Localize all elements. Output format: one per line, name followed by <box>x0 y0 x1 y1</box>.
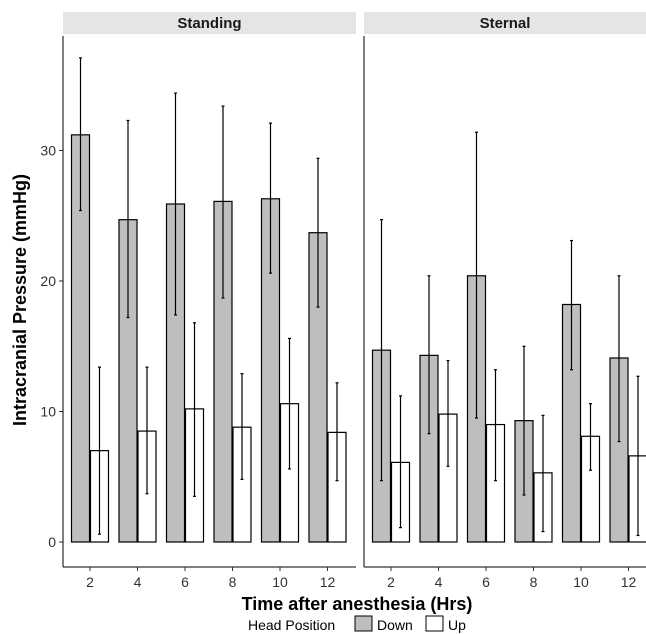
legend-swatch-up <box>425 615 444 632</box>
y-tick-label-20: 20 <box>40 273 56 289</box>
x-tick-label-standing-6: 6 <box>181 574 189 590</box>
legend-label-up: Up <box>448 617 466 633</box>
y-tick-label-30: 30 <box>40 143 56 159</box>
x-tick-label-standing-12: 12 <box>320 574 336 590</box>
x-axis-title: Time after anesthesia (Hrs) <box>242 594 473 614</box>
x-tick-label-standing-2: 2 <box>86 574 94 590</box>
x-tick-label-sternal-6: 6 <box>482 574 490 590</box>
strip-sternal-label: Sternal <box>480 15 531 32</box>
y-axis-title: Intracranial Pressure (mmHg) <box>10 174 30 426</box>
legend-title: Head Position <box>248 617 335 633</box>
plot-layer: 0 10 20 30 2 4 6 8 10 12 2 4 6 8 10 12 <box>40 36 646 590</box>
x-tick-label-sternal-2: 2 <box>387 574 395 590</box>
x-tick-label-standing-10: 10 <box>272 574 288 590</box>
legend-swatch-down <box>354 615 373 632</box>
legend-label-down: Down <box>377 617 413 633</box>
x-tick-label-sternal-8: 8 <box>530 574 538 590</box>
x-tick-label-standing-4: 4 <box>134 574 142 590</box>
x-tick-label-sternal-4: 4 <box>435 574 443 590</box>
strip-standing <box>63 12 356 34</box>
x-tick-label-sternal-10: 10 <box>573 574 589 590</box>
y-tick-label-10: 10 <box>40 404 56 420</box>
x-tick-label-standing-8: 8 <box>229 574 237 590</box>
strip-standing-label: Standing <box>177 15 241 32</box>
y-tick-label-0: 0 <box>48 534 56 550</box>
strip-sternal <box>364 12 646 34</box>
x-tick-label-sternal-12: 12 <box>621 574 637 590</box>
